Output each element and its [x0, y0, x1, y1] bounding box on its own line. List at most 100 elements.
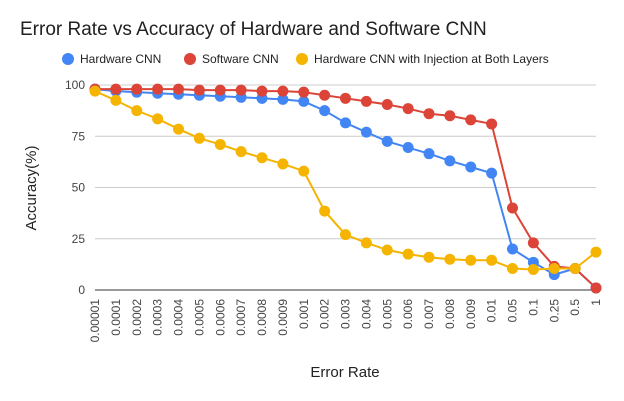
data-point — [569, 262, 581, 274]
series-group — [89, 83, 602, 294]
data-point — [444, 110, 456, 122]
data-point — [131, 83, 143, 95]
data-point — [423, 251, 435, 263]
x-axis-label: Error Rate — [310, 364, 379, 381]
data-point — [527, 264, 539, 275]
series-2 — [89, 85, 602, 275]
legend-marker-2 — [296, 53, 308, 65]
x-tick-label: 0.05 — [506, 299, 520, 323]
data-point — [423, 148, 435, 160]
y-axis-ticks: 0 25 50 75 100 — [65, 78, 85, 297]
x-tick-label: 0.0003 — [151, 299, 165, 336]
data-point — [110, 83, 122, 95]
data-point — [152, 113, 164, 125]
x-tick-label: 0.003 — [339, 299, 353, 329]
x-tick-label: 0.004 — [359, 299, 373, 329]
data-point — [486, 167, 498, 179]
data-point — [340, 229, 351, 241]
data-point — [256, 152, 268, 164]
y-tick-label: 25 — [72, 232, 86, 246]
x-tick-label: 0.0009 — [276, 299, 290, 336]
data-point — [507, 243, 518, 255]
data-point — [277, 93, 289, 105]
x-tick-label: 0.00001 — [88, 299, 102, 343]
data-point — [402, 248, 414, 260]
data-point — [590, 282, 602, 294]
y-axis-label: Accuracy(%) — [23, 145, 40, 230]
data-point — [402, 103, 414, 115]
legend-marker-1 — [184, 53, 196, 65]
data-point — [465, 161, 477, 173]
data-point — [89, 85, 101, 97]
data-point — [173, 123, 184, 135]
data-point — [340, 92, 351, 104]
data-point — [173, 83, 184, 95]
data-point — [277, 158, 289, 170]
data-point — [319, 89, 331, 101]
x-tick-label: 0.008 — [443, 299, 457, 329]
x-tick-label: 0.1 — [526, 299, 540, 316]
x-tick-label: 0.001 — [297, 299, 311, 329]
data-point — [131, 105, 143, 117]
data-point — [381, 244, 393, 256]
data-point — [444, 253, 456, 265]
data-point — [319, 205, 331, 217]
data-point — [507, 262, 518, 274]
data-point — [486, 118, 498, 130]
data-point — [298, 165, 310, 177]
data-point — [423, 108, 435, 120]
data-point — [465, 254, 477, 266]
data-point — [527, 237, 539, 249]
x-tick-label: 0.25 — [547, 299, 561, 323]
y-tick-label: 100 — [65, 78, 85, 92]
y-tick-label: 50 — [72, 181, 86, 195]
data-point — [486, 254, 498, 266]
x-tick-label: 0.0001 — [109, 299, 123, 336]
x-tick-label: 0.01 — [485, 299, 499, 323]
legend-label-0: Hardware CNN — [80, 52, 161, 66]
series-1 — [89, 83, 602, 294]
series-0 — [89, 83, 602, 294]
data-point — [193, 84, 205, 96]
data-point — [214, 138, 226, 150]
y-tick-label: 0 — [78, 283, 85, 297]
x-tick-label: 0.007 — [422, 299, 436, 329]
data-point — [214, 84, 226, 96]
x-tick-label: 0.0002 — [130, 299, 144, 336]
data-point — [381, 135, 393, 147]
data-point — [193, 132, 205, 144]
x-tick-label: 0.0008 — [255, 299, 269, 336]
data-point — [110, 94, 122, 106]
data-point — [360, 95, 372, 107]
x-tick-label: 0.0007 — [234, 299, 248, 336]
x-axis-ticks: 0.00001 0.0001 0.0002 0.0003 0.0004 0.0005 0.0… — [88, 299, 603, 343]
x-tick-label: 0.0004 — [172, 299, 186, 336]
data-point — [360, 126, 372, 138]
x-tick-label: 0.0006 — [213, 299, 227, 336]
x-tick-label: 0.5 — [568, 299, 582, 316]
data-point — [402, 142, 414, 154]
chart-title: Error Rate vs Accuracy of Hardware and S… — [20, 19, 487, 40]
x-tick-label: 0.0005 — [192, 299, 206, 336]
data-point — [277, 85, 289, 97]
data-point — [444, 155, 456, 167]
data-point — [340, 117, 351, 129]
data-point — [381, 98, 393, 110]
data-point — [152, 83, 164, 95]
data-point — [298, 95, 310, 107]
y-tick-label: 75 — [72, 129, 86, 143]
data-point — [548, 262, 560, 274]
data-point — [256, 85, 268, 97]
x-tick-label: 0.002 — [318, 299, 332, 329]
data-point — [360, 237, 372, 249]
data-point — [298, 86, 310, 98]
data-point — [465, 114, 477, 126]
data-point — [590, 246, 602, 258]
data-point — [507, 202, 518, 214]
legend-marker-0 — [62, 53, 74, 65]
x-tick-label: 0.006 — [401, 299, 415, 329]
legend-label-1: Software CNN — [202, 52, 279, 66]
legend: Hardware CNN Software CNN Hardware CNN wit… — [62, 52, 549, 66]
